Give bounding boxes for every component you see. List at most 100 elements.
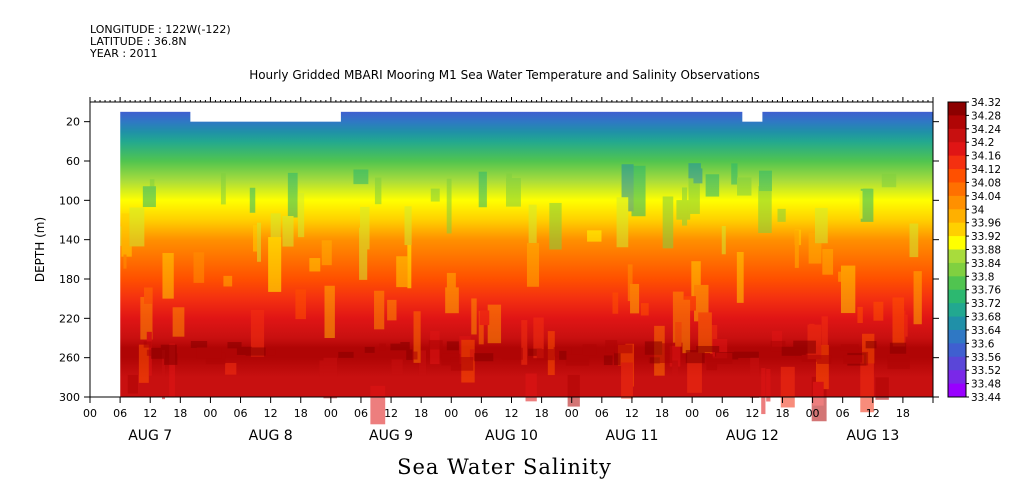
field-patch xyxy=(413,311,421,363)
field-patch xyxy=(162,252,174,299)
y-tick-label: 140 xyxy=(59,234,80,247)
y-tick-label: 260 xyxy=(59,352,80,365)
field-patch xyxy=(140,296,153,340)
field-patch xyxy=(196,347,222,359)
colorbar-segment xyxy=(948,209,966,224)
field-patch xyxy=(227,342,242,349)
field-patch xyxy=(406,349,413,360)
field-patch xyxy=(533,317,544,359)
field-patch xyxy=(694,284,709,322)
colorbar-label: 34.32 xyxy=(971,97,1001,109)
x-tick-label: 00 xyxy=(444,407,458,420)
field-patch xyxy=(446,272,456,309)
colorbar-label: 33.56 xyxy=(971,352,1001,364)
field-patch xyxy=(528,204,537,256)
field-patch xyxy=(450,357,474,371)
field-patch xyxy=(249,187,256,213)
field-patch xyxy=(127,374,138,394)
field-patch xyxy=(887,355,910,370)
colorbar-label: 34.16 xyxy=(971,151,1001,163)
colorbar-label: 33.44 xyxy=(971,392,1001,404)
y-axis-label: DEPTH (m) xyxy=(33,217,47,282)
colorbar-label: 34.2 xyxy=(971,137,994,149)
field-patch xyxy=(821,316,828,346)
field-patch xyxy=(682,187,688,226)
field-patch xyxy=(630,283,640,314)
field-patch xyxy=(698,312,712,354)
colorbar-label: 34.24 xyxy=(971,124,1001,136)
field-patch xyxy=(777,208,786,222)
field-patch xyxy=(843,355,865,364)
field-patch xyxy=(794,230,799,268)
field-patch xyxy=(716,352,733,364)
field-patch xyxy=(614,344,633,354)
field-patch xyxy=(469,349,475,361)
colorbar-label: 33.52 xyxy=(971,365,1001,377)
colorbar-segment xyxy=(948,262,966,277)
field-patch xyxy=(391,359,403,375)
x-day-label: AUG 9 xyxy=(369,428,413,444)
field-patch xyxy=(387,299,397,321)
y-tick-label: 100 xyxy=(59,194,80,207)
colorbar-segment xyxy=(948,236,966,250)
colorbar-label: 33.96 xyxy=(971,218,1001,230)
field-patch xyxy=(257,222,261,262)
field-patch xyxy=(621,362,633,399)
field-patch xyxy=(565,354,590,366)
field-patch xyxy=(474,353,494,362)
field-patch xyxy=(321,240,332,266)
field-patch xyxy=(501,347,523,360)
x-tick-label: 06 xyxy=(836,407,850,420)
colorbar-segment xyxy=(948,102,966,116)
field-patch xyxy=(863,188,873,209)
field-patch xyxy=(649,357,660,364)
field-patch xyxy=(675,322,682,347)
field-patch xyxy=(631,165,646,217)
field-patch xyxy=(627,264,633,302)
field-patch xyxy=(446,178,452,234)
missing-data-area xyxy=(190,102,341,122)
field-patch xyxy=(479,310,490,326)
field-patch xyxy=(400,341,410,350)
x-tick-label: 18 xyxy=(294,407,308,420)
x-tick-label: 12 xyxy=(143,407,157,420)
field-patch xyxy=(822,249,834,275)
field-patch xyxy=(478,171,487,208)
field-patch xyxy=(407,238,412,289)
field-patch xyxy=(478,310,484,345)
field-patch xyxy=(323,357,338,399)
field-patch xyxy=(688,163,701,179)
field-patch xyxy=(390,343,410,351)
field-patch xyxy=(379,343,386,351)
field-patch xyxy=(812,381,824,406)
field-patch xyxy=(731,163,738,185)
field-patch xyxy=(525,373,537,402)
field-patch xyxy=(536,349,555,361)
field-patch xyxy=(364,346,375,353)
field-patch xyxy=(549,202,562,250)
colorbar-segment xyxy=(948,142,966,157)
field-patch xyxy=(771,330,783,347)
field-patch xyxy=(889,342,907,354)
x-tick-label: 00 xyxy=(806,407,820,420)
colorbar-segment xyxy=(948,289,966,304)
colorbar-segment xyxy=(948,316,966,331)
field-core xyxy=(143,340,910,371)
field-patch xyxy=(705,174,720,197)
colorbar-segment xyxy=(948,155,966,170)
field-patch xyxy=(164,353,178,365)
x-day-label: AUG 8 xyxy=(249,428,293,444)
field-patch xyxy=(123,254,127,269)
field-patch xyxy=(696,345,720,353)
field-patch xyxy=(688,173,700,214)
field-patch xyxy=(190,341,208,348)
field-patch xyxy=(370,385,386,425)
field-patch xyxy=(267,349,276,356)
field-patch xyxy=(526,242,540,287)
field-patch xyxy=(662,196,674,249)
field-patch xyxy=(814,207,828,244)
x-tick-label: 06 xyxy=(113,407,127,420)
field-patch xyxy=(309,258,321,272)
colorbar-segment xyxy=(948,249,966,264)
